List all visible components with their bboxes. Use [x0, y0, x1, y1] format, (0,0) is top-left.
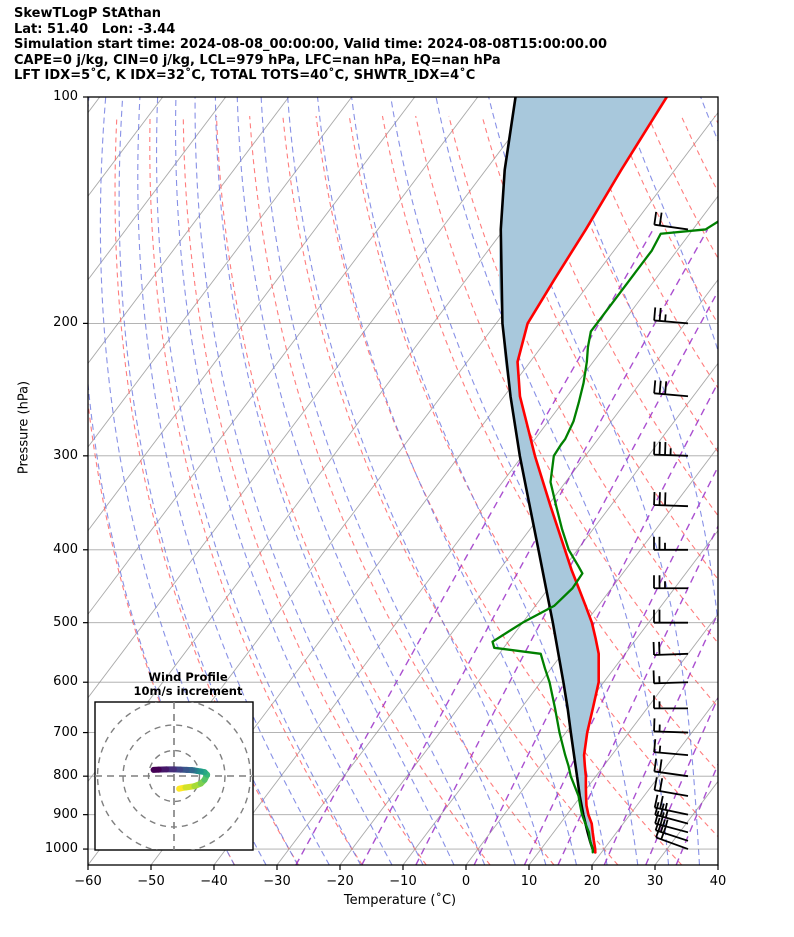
- y-tick-label: 500: [53, 614, 78, 630]
- x-tick-label: −30: [263, 874, 291, 889]
- y-axis-label: Pressure (hPa): [16, 380, 32, 475]
- x-axis-label: Temperature (˚C): [343, 893, 457, 908]
- hodograph-title: Wind Profile 10m/s increment: [113, 670, 263, 698]
- hodograph-title-line1: Wind Profile: [148, 670, 228, 684]
- x-tick-label: 40: [709, 874, 727, 889]
- x-tick-label: −40: [200, 874, 228, 889]
- x-tick-label: 30: [646, 874, 664, 889]
- y-tick-label: 1000: [44, 841, 78, 857]
- x-tick-label: −50: [137, 874, 165, 889]
- x-tick-label: 10: [520, 874, 538, 889]
- y-tick-label: 900: [53, 806, 78, 822]
- hodograph-inset: [94, 701, 254, 851]
- header-times: Simulation start time: 2024-08-08_00:00:…: [14, 37, 607, 53]
- x-tick-label: −20: [326, 874, 354, 889]
- y-tick-label: 600: [53, 674, 78, 690]
- cape-shading: [498, 97, 667, 853]
- figure-header: SkewTLogP StAthan Lat: 51.40 Lon: -3.44 …: [14, 6, 774, 84]
- hodograph-title-line2: 10m/s increment: [133, 684, 243, 698]
- profile-curves: [491, 97, 718, 854]
- x-tick-label: 20: [583, 874, 601, 889]
- axis-ticks: [83, 96, 719, 870]
- x-tick-label: −10: [389, 874, 417, 889]
- header-title: SkewTLogP StAthan: [14, 6, 162, 21]
- x-tick-label: −60: [74, 874, 102, 889]
- header-indices-lift: LFT IDX=5˚C, K IDX=32˚C, TOTAL TOTS=40˚C…: [14, 68, 476, 84]
- y-tick-label: 300: [53, 447, 78, 463]
- x-tick-label: 0: [461, 874, 471, 889]
- header-indices-cape: CAPE=0 j/kg, CIN=0 j/kg, LCL=979 hPa, LF…: [14, 52, 501, 68]
- wind-barbs: [652, 211, 689, 850]
- y-tick-label: 200: [53, 315, 78, 331]
- y-tick-label: 400: [53, 541, 78, 557]
- y-tick-label: 700: [53, 724, 78, 740]
- header-latlon: Lat: 51.40 Lon: -3.44: [14, 21, 176, 37]
- y-tick-label: 800: [53, 768, 78, 784]
- y-tick-label: 100: [53, 89, 78, 104]
